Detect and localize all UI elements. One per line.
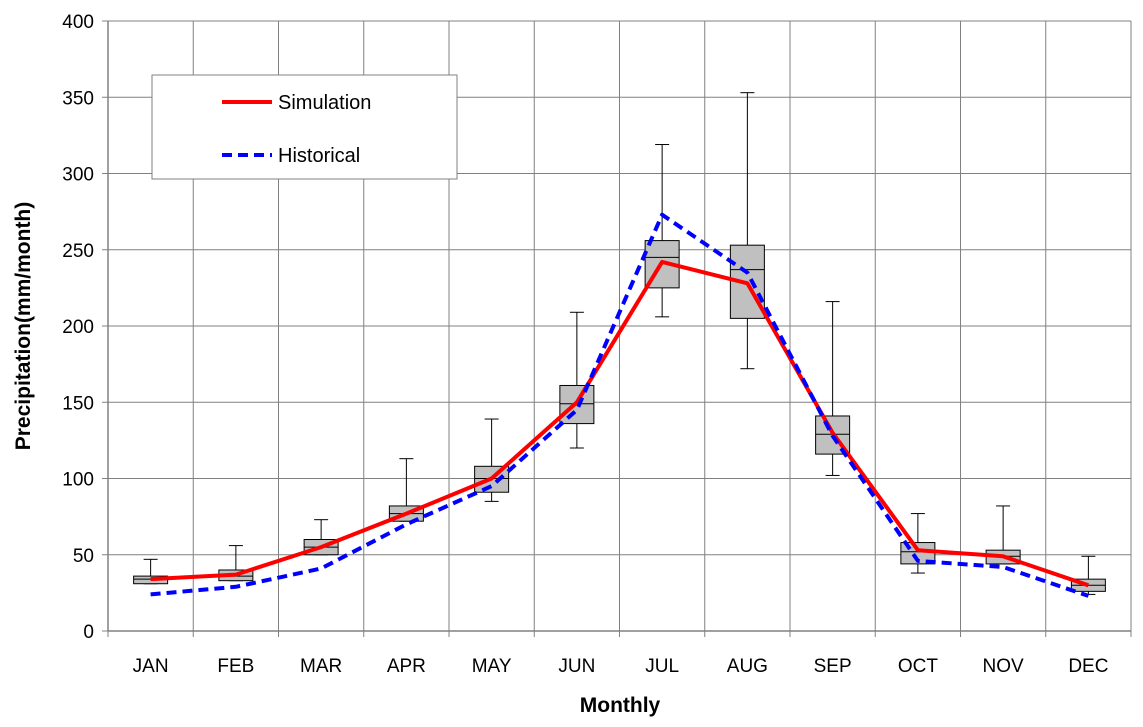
- x-axis-title: Monthly: [580, 694, 661, 717]
- x-tick-label: JUN: [558, 656, 595, 677]
- y-tick-label: 300: [62, 165, 94, 186]
- tick-labels: 0 50 100 150 200 250 300 350 400 JAN FEB MAR APR MAY J…: [62, 12, 1108, 677]
- legend-box: [151, 74, 458, 180]
- x-tick-label: JAN: [133, 656, 169, 677]
- boxplot-dec: [1070, 555, 1106, 595]
- y-tick-label: 350: [62, 88, 94, 109]
- y-tick-label: 50: [73, 546, 94, 567]
- x-tick-label: NOV: [983, 656, 1025, 677]
- y-tick-label: 0: [83, 622, 94, 643]
- series-line-historical: [150, 212, 1090, 598]
- y-tick-label: 150: [62, 393, 94, 414]
- x-tick-label: MAY: [472, 656, 512, 677]
- boxplot-may: [474, 418, 510, 502]
- y-tick-label: 250: [62, 241, 94, 262]
- legend-label-simulation: Simulation: [278, 92, 371, 114]
- x-tick-label: FEB: [217, 656, 254, 677]
- x-tick-label: MAR: [300, 656, 342, 677]
- x-tick-label: OCT: [898, 656, 939, 677]
- y-tick-label: 400: [62, 12, 94, 33]
- axes: [102, 20, 1132, 637]
- x-tick-label: DEC: [1068, 656, 1108, 677]
- y-tick-label: 100: [62, 470, 94, 491]
- x-tick-label: SEP: [814, 656, 852, 677]
- boxplot-jul: [644, 144, 680, 318]
- y-tick-label: 200: [62, 317, 94, 338]
- legend-label-historical: Historical: [278, 145, 360, 167]
- series-line-simulation: [150, 259, 1090, 588]
- series-lines: [150, 212, 1090, 598]
- y-axis-title: Precipitation(mm/month): [12, 202, 35, 451]
- x-tick-label: APR: [387, 656, 426, 677]
- x-tick-label: JUL: [645, 656, 679, 677]
- boxplot-aug: [729, 92, 765, 370]
- x-tick-label: AUG: [727, 656, 768, 677]
- legend: Simulation Historical: [151, 74, 458, 180]
